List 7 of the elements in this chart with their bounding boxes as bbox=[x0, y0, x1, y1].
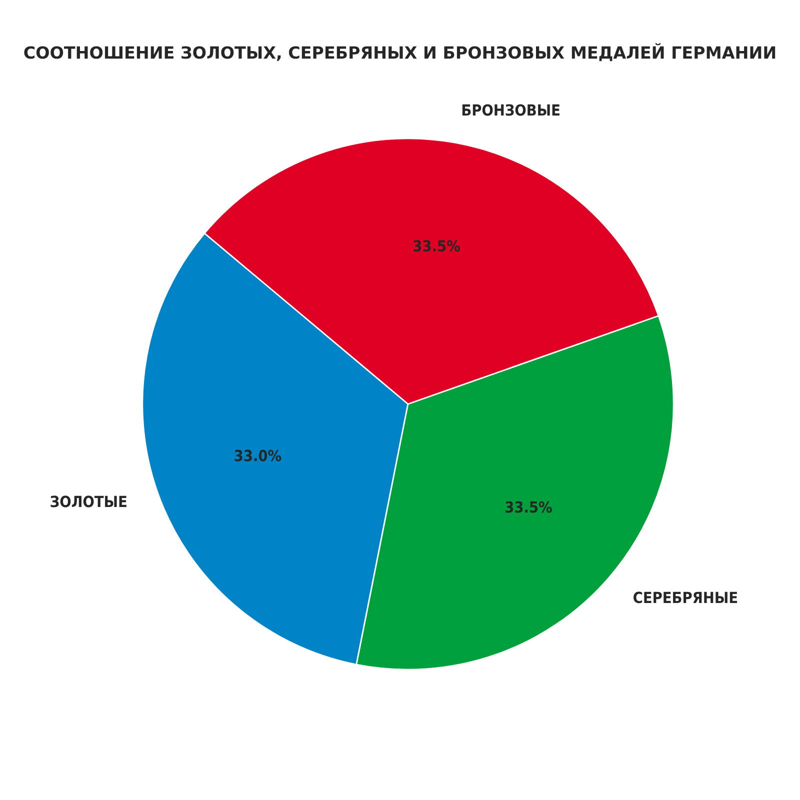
slice-label: СЕРЕБРЯНЫЕ bbox=[634, 592, 738, 604]
data-label: 33.5% bbox=[506, 501, 552, 513]
slice-label: БРОНЗОВЫЕ bbox=[462, 104, 560, 116]
chart-title: СООТНОШЕНИЕ ЗОЛОТЫХ, СЕРЕБРЯНЫХ И БРОНЗОВЫХ МЕДАЛЕЙ ГЕРМАНИИ bbox=[24, 43, 776, 62]
data-label: 33.0% bbox=[234, 450, 282, 462]
slice-label: ЗОЛОТЫЕ bbox=[50, 496, 126, 508]
data-label: 33.5% bbox=[414, 240, 460, 252]
